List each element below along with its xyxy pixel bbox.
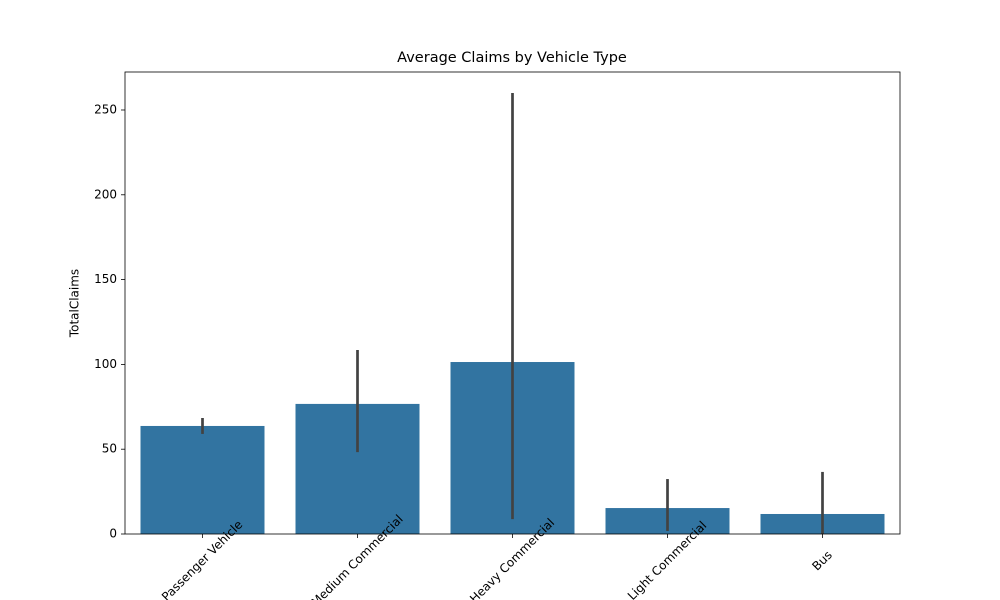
y-tick-label: 150 — [94, 272, 117, 286]
y-tick-label: 50 — [102, 442, 117, 456]
y-tick-label: 200 — [94, 187, 117, 201]
y-tick-label: 0 — [109, 527, 117, 541]
y-axis-label: TotalClaims — [68, 269, 82, 338]
y-tick-label: 100 — [94, 357, 117, 371]
y-tick-label: 250 — [94, 102, 117, 116]
x-tick-label: Bus — [809, 548, 835, 574]
bar — [140, 425, 265, 534]
chart-title: Average Claims by Vehicle Type — [397, 50, 627, 66]
plot-frame — [124, 71, 901, 535]
